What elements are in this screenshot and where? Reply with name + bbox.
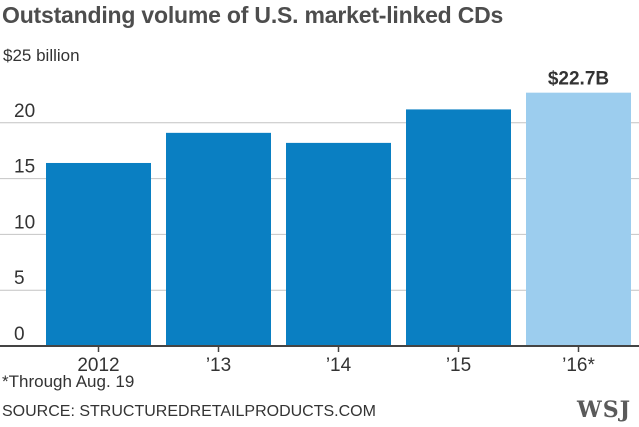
y-axis-label: $25 billion	[3, 46, 80, 65]
x-axis-ticks: 2012 ’13 ’14 ’15 ’16*	[77, 346, 595, 376]
y-axis-ticks: 0 5 10 15 20	[14, 101, 35, 345]
bars	[46, 92, 631, 347]
bar-2	[286, 142, 391, 346]
wsj-logo: WSJ	[576, 397, 631, 423]
y-tick-label: 15	[14, 157, 35, 178]
x-tick-label: ’14	[326, 355, 352, 376]
y-tick-label: 20	[14, 101, 35, 122]
chart-title: Outstanding volume of U.S. market-linked…	[2, 2, 504, 28]
x-tick-label: ’15	[446, 355, 471, 376]
source-note: SOURCE: STRUCTUREDRETAILPRODUCTS.COM	[2, 403, 376, 420]
x-tick-label: 2012	[77, 355, 119, 376]
bar-0	[46, 162, 151, 346]
bar-1	[166, 132, 271, 346]
bar-4	[526, 92, 631, 346]
x-tick-label: ’13	[206, 355, 231, 376]
data-label-2016: $22.7B	[548, 69, 609, 90]
y-tick-label: 0	[14, 324, 25, 345]
footnote: *Through Aug. 19	[2, 372, 135, 391]
y-tick-label: 5	[14, 268, 25, 289]
y-tick-label: 10	[14, 212, 35, 233]
bar-3	[406, 109, 511, 347]
x-tick-label: ’16*	[562, 355, 595, 376]
